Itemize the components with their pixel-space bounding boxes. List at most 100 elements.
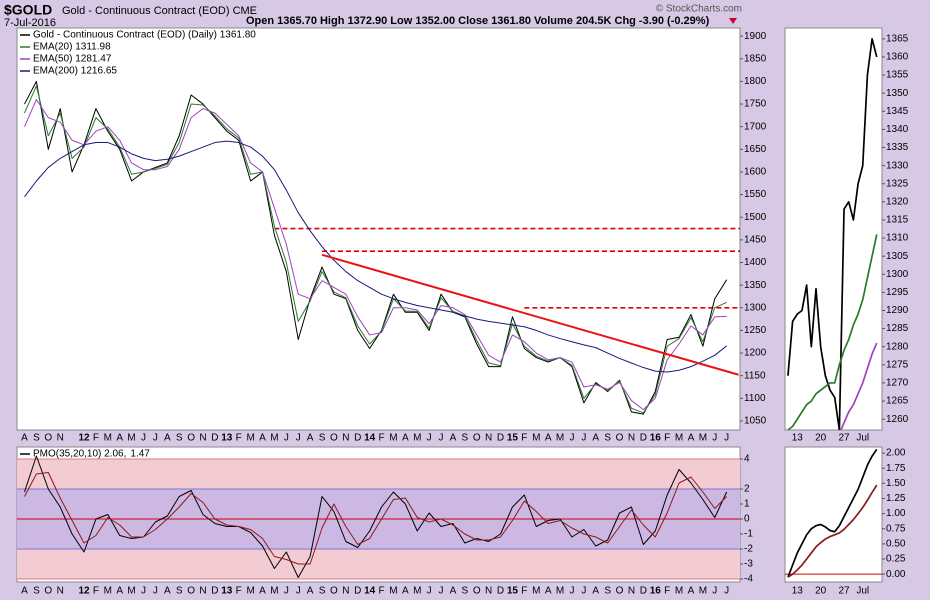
x-tick-label: O: [44, 586, 52, 597]
trend-line: [321, 253, 739, 376]
x-tick-label: M: [699, 586, 707, 597]
x-tick-label: F: [93, 433, 99, 444]
x-tick-label: D: [211, 586, 218, 597]
x-tick-label: J: [581, 586, 586, 597]
x-tick-label: 14: [364, 586, 376, 597]
y-tick-label: 1260: [886, 414, 909, 425]
x-tick-label: 12: [78, 586, 90, 597]
x-tick-label: A: [21, 586, 28, 597]
y-tick-label: 1265: [886, 396, 909, 407]
x-tick-label: S: [319, 433, 326, 444]
x-tick-label: 15: [507, 433, 519, 444]
y-tick-label: 1750: [744, 99, 767, 110]
y-tick-label: 2.00: [886, 448, 906, 459]
x-tick-label: D: [640, 586, 647, 597]
x-tick-label: M: [270, 586, 278, 597]
x-tick-label: J: [569, 586, 574, 597]
y-tick-label: 1305: [886, 251, 909, 262]
x-tick-label: S: [462, 586, 469, 597]
x-tick-label: M: [413, 586, 421, 597]
x-tick-label: A: [592, 433, 599, 444]
x-tick-label: M: [413, 433, 421, 444]
x-tick-label: J: [296, 586, 301, 597]
chart-date: 7-Jul-2016: [4, 17, 56, 29]
x-tick-label: N: [342, 433, 349, 444]
x-tick-label: A: [450, 433, 457, 444]
x-tick-label: F: [236, 586, 242, 597]
y-tick-label: 1340: [886, 124, 909, 135]
y-tick-label: 0.25: [886, 554, 906, 565]
y-tick-label: 1.25: [886, 493, 906, 504]
y-tick-label: 1290: [886, 305, 909, 316]
y-tick-label: 4: [744, 454, 750, 465]
x-tick-label: A: [259, 586, 266, 597]
x-tick-label: 20: [815, 586, 827, 597]
series-line: [787, 38, 878, 430]
y-tick-label: 1335: [886, 142, 909, 153]
y-tick-label: 0.00: [886, 569, 906, 580]
x-tick-label: J: [284, 586, 289, 597]
x-tick-label: J: [712, 433, 717, 444]
x-tick-label: M: [104, 433, 112, 444]
x-tick-label: M: [532, 433, 540, 444]
instrument-name: Gold - Continuous Contract (EOD) CME: [62, 5, 257, 17]
x-tick-label: M: [675, 586, 683, 597]
x-tick-label: 15: [507, 586, 519, 597]
x-tick-label: S: [176, 586, 183, 597]
x-tick-label: F: [378, 433, 384, 444]
x-tick-label: J: [724, 586, 729, 597]
y-tick-label: 1400: [744, 257, 767, 268]
y-tick-label: 1150: [744, 370, 766, 381]
x-tick-label: M: [246, 433, 254, 444]
x-tick-label: F: [521, 586, 527, 597]
change-arrow: [729, 18, 737, 24]
x-tick-label: J: [712, 586, 717, 597]
x-tick-label: 16: [650, 433, 662, 444]
y-tick-label: -3: [744, 559, 753, 570]
y-tick-label: -4: [744, 574, 753, 585]
x-tick-label: S: [604, 586, 611, 597]
y-tick-label: 1330: [886, 160, 909, 171]
y-tick-label: 1650: [744, 144, 767, 155]
x-tick-label: 16: [650, 586, 662, 597]
x-tick-label: D: [640, 433, 647, 444]
x-tick-label: J: [141, 433, 146, 444]
x-tick-label: A: [545, 433, 552, 444]
x-tick-label: N: [57, 433, 64, 444]
y-tick-label: 1355: [886, 70, 909, 81]
x-tick-label: O: [616, 433, 624, 444]
y-tick-label: 1100: [744, 393, 766, 404]
y-tick-label: 1275: [886, 359, 909, 370]
y-tick-label: 1700: [744, 121, 767, 132]
x-tick-label: O: [473, 586, 481, 597]
x-tick-label: N: [628, 586, 635, 597]
y-tick-label: -2: [744, 544, 753, 555]
x-tick-label: A: [450, 586, 457, 597]
x-tick-label: D: [211, 433, 218, 444]
x-tick-label: D: [497, 433, 504, 444]
x-tick-label: N: [628, 433, 635, 444]
x-tick-label: 14: [364, 433, 376, 444]
x-tick-label: Jul: [856, 586, 869, 597]
x-tick-label: N: [342, 586, 349, 597]
y-tick-label: -1: [744, 529, 753, 540]
x-tick-label: S: [462, 433, 469, 444]
x-tick-label: M: [389, 433, 397, 444]
x-tick-label: F: [93, 586, 99, 597]
symbol: $GOLD: [4, 2, 52, 18]
y-tick-label: 0.75: [886, 523, 906, 534]
x-tick-label: S: [319, 586, 326, 597]
x-tick-label: M: [246, 586, 254, 597]
y-tick-label: 1300: [744, 302, 767, 313]
x-tick-label: N: [485, 586, 492, 597]
x-tick-label: 20: [815, 433, 827, 444]
y-tick-label: 1295: [886, 287, 909, 298]
x-tick-label: J: [581, 433, 586, 444]
legend-label: PMO(35,20,10) 2.06,: [33, 449, 126, 460]
y-tick-label: 1300: [886, 269, 909, 280]
x-tick-label: F: [378, 586, 384, 597]
y-tick-label: 1900: [744, 31, 767, 42]
x-tick-label: 27: [838, 433, 850, 444]
x-tick-label: A: [545, 586, 552, 597]
x-tick-label: 13: [792, 586, 804, 597]
